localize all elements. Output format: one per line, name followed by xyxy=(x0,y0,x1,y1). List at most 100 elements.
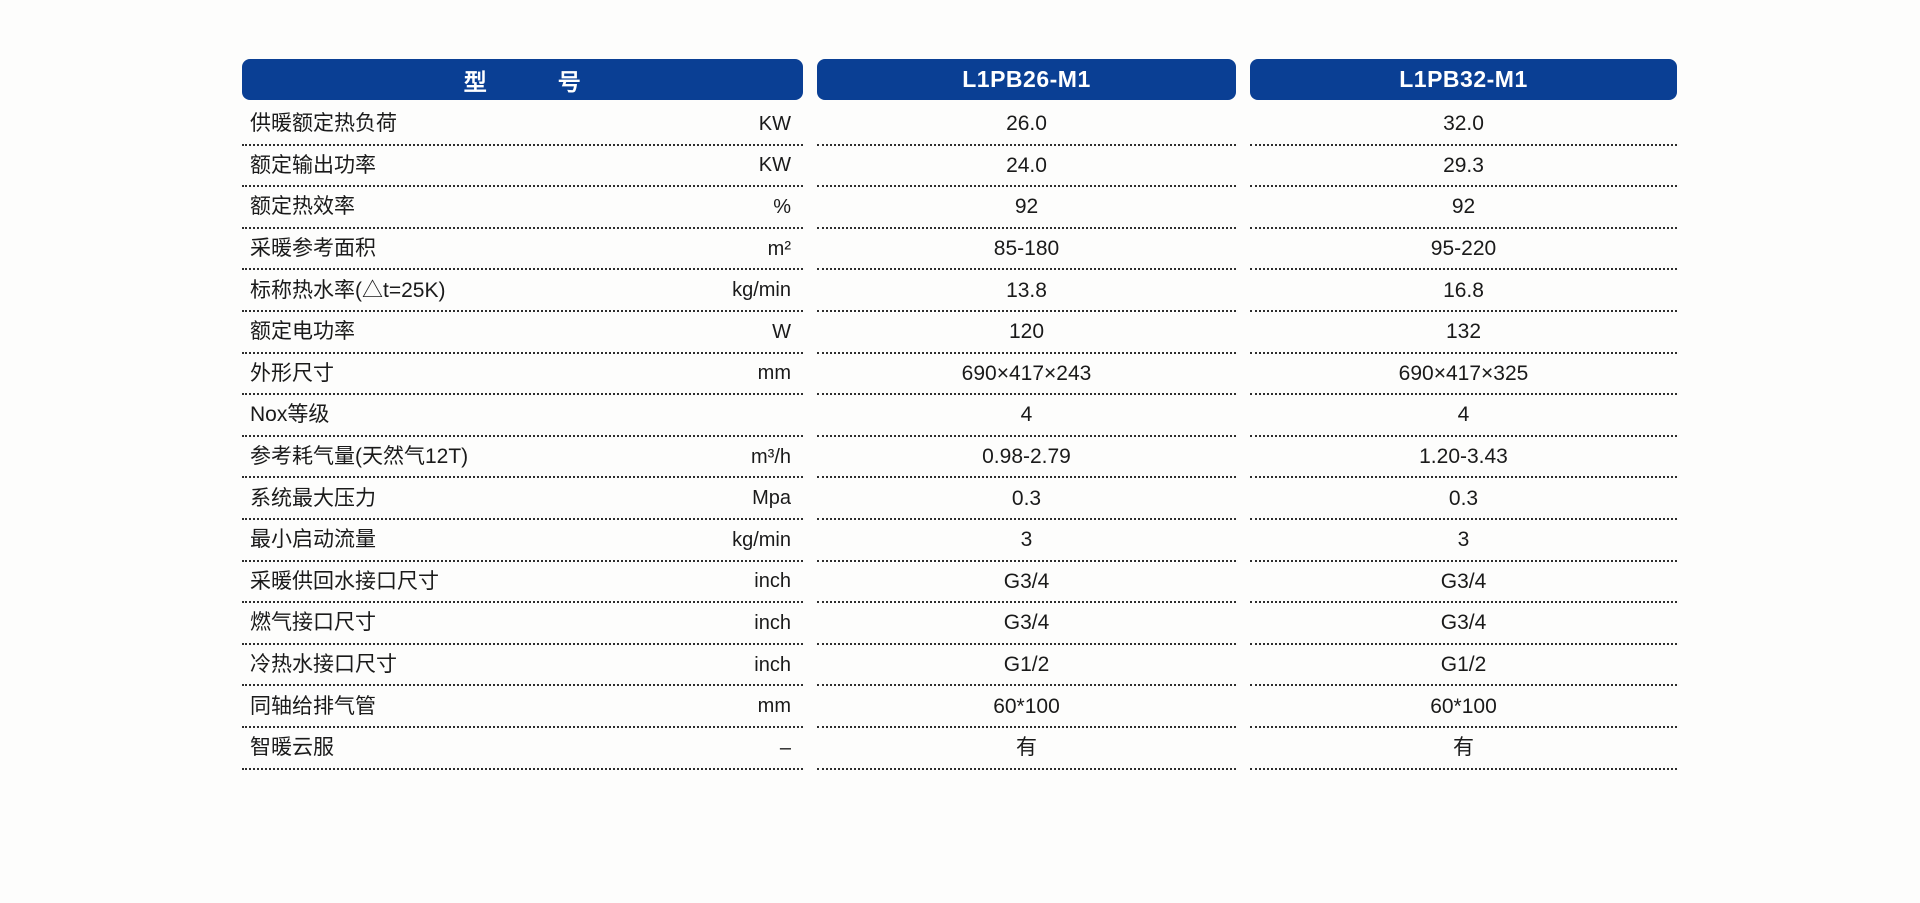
spec-label: 额定电功率 xyxy=(250,320,355,344)
spec-label-cell: 额定输出功率 KW xyxy=(242,146,803,188)
spec-value: 26.0 xyxy=(1006,112,1047,136)
spec-value-model1: 92 xyxy=(817,187,1236,229)
spec-label-cell: 冷热水接口尺寸 inch xyxy=(242,645,803,687)
spec-label-cell: 外形尺寸 mm xyxy=(242,354,803,396)
spec-value-model2: 0.3 xyxy=(1250,478,1677,520)
spec-label: 同轴给排气管 xyxy=(250,694,376,718)
spec-value-model1: 3 xyxy=(817,520,1236,562)
spec-value: 4 xyxy=(1020,403,1033,427)
spec-value: 有 xyxy=(1016,736,1037,760)
spec-label: 燃气接口尺寸 xyxy=(250,611,376,635)
spec-label: 系统最大压力 xyxy=(250,486,376,510)
spec-label-cell: 额定电功率 W xyxy=(242,312,803,354)
spec-label-cell: 参考耗气量(天然气12T) m³/h xyxy=(242,437,803,479)
spec-value: 1.20-3.43 xyxy=(1419,445,1508,469)
spec-label: 冷热水接口尺寸 xyxy=(250,653,397,677)
spec-value: 60*100 xyxy=(1430,694,1497,718)
spec-value-model2: 4 xyxy=(1250,395,1677,437)
column-header-pill-l1pb32: L1PB32-M1 xyxy=(1250,59,1677,100)
spec-label: 最小启动流量 xyxy=(250,528,376,552)
spec-label: 采暖供回水接口尺寸 xyxy=(250,569,439,593)
spec-value: 16.8 xyxy=(1443,278,1484,302)
spec-unit: kg/min xyxy=(732,279,791,302)
spec-value-model2: 132 xyxy=(1250,312,1677,354)
spec-value: 3 xyxy=(1457,528,1470,552)
spec-value: 3 xyxy=(1020,528,1033,552)
spec-unit: % xyxy=(773,195,791,218)
spec-value: 0.98-2.79 xyxy=(982,445,1071,469)
spec-label: 供暖额定热负荷 xyxy=(250,112,397,136)
spec-unit: kg/min xyxy=(732,528,791,551)
spec-label-cell: Nox等级 xyxy=(242,395,803,437)
spec-value-model1: 690×417×243 xyxy=(817,354,1236,396)
spec-value-model2: 有 xyxy=(1250,728,1677,770)
spec-value-model1: 4 xyxy=(817,395,1236,437)
spec-value: 120 xyxy=(1008,320,1045,344)
spec-unit: mm xyxy=(757,362,791,385)
spec-value: 92 xyxy=(1014,195,1039,219)
spec-unit: inch xyxy=(754,570,791,593)
spec-label: 标称热水率(△t=25K) xyxy=(250,278,446,302)
spec-value-model1: 13.8 xyxy=(817,270,1236,312)
spec-label-cell: 标称热水率(△t=25K) kg/min xyxy=(242,270,803,312)
spec-value: G3/4 xyxy=(1003,569,1050,593)
spec-value: 92 xyxy=(1451,195,1476,219)
spec-value-model1: G3/4 xyxy=(817,562,1236,604)
spec-unit: m² xyxy=(767,237,791,260)
spec-value: 有 xyxy=(1453,736,1474,760)
spec-value: 13.8 xyxy=(1006,278,1047,302)
column-header-pill-l1pb26: L1PB26-M1 xyxy=(817,59,1236,100)
spec-value: G1/2 xyxy=(1003,653,1050,677)
spec-value: 60*100 xyxy=(993,694,1060,718)
spec-label: 外形尺寸 xyxy=(250,361,334,385)
spec-value-model2: 16.8 xyxy=(1250,270,1677,312)
spec-value-model1: 24.0 xyxy=(817,146,1236,188)
spec-label-cell: 采暖供回水接口尺寸 inch xyxy=(242,562,803,604)
spec-unit: inch xyxy=(754,653,791,676)
spec-label-cell: 最小启动流量 kg/min xyxy=(242,520,803,562)
spec-unit: KW xyxy=(758,154,791,177)
spec-value: 690×417×243 xyxy=(961,361,1092,385)
spec-label-cell: 系统最大压力 Mpa xyxy=(242,478,803,520)
spec-label: 额定输出功率 xyxy=(250,153,376,177)
spec-value: 4 xyxy=(1457,403,1470,427)
spec-value: 0.3 xyxy=(1011,486,1042,510)
spec-label: 额定热效率 xyxy=(250,195,355,219)
spec-value-model2: 690×417×325 xyxy=(1250,354,1677,396)
model-header-pill: 型 号 xyxy=(242,59,803,100)
spec-value-model2: G3/4 xyxy=(1250,562,1677,604)
spec-value: 85-180 xyxy=(993,237,1060,261)
spec-unit: inch xyxy=(754,611,791,634)
spec-label-cell: 智暖云服 – xyxy=(242,728,803,770)
spec-table: 型 号 L1PB26-M1 L1PB32-M1 供暖额定热负荷 KW 26.0 … xyxy=(242,59,1677,770)
spec-value: G3/4 xyxy=(1440,611,1487,635)
spec-unit: – xyxy=(779,736,791,759)
spec-label: 智暖云服 xyxy=(250,736,334,760)
spec-value-model1: 0.98-2.79 xyxy=(817,437,1236,479)
spec-value: G3/4 xyxy=(1440,569,1487,593)
spec-value-model2: 1.20-3.43 xyxy=(1250,437,1677,479)
spec-value: 95-220 xyxy=(1430,237,1497,261)
spec-value: 0.3 xyxy=(1448,486,1479,510)
spec-value-model2: G3/4 xyxy=(1250,603,1677,645)
spec-label-cell: 采暖参考面积 m² xyxy=(242,229,803,271)
spec-value-model1: 60*100 xyxy=(817,686,1236,728)
spec-label: Nox等级 xyxy=(250,403,330,427)
header-row: 型 号 L1PB26-M1 L1PB32-M1 xyxy=(242,59,1677,100)
spec-value-model2: 92 xyxy=(1250,187,1677,229)
spec-value-model1: 120 xyxy=(817,312,1236,354)
spec-label: 采暖参考面积 xyxy=(250,237,376,261)
spec-unit: m³/h xyxy=(751,445,791,468)
spec-value-model2: 29.3 xyxy=(1250,146,1677,188)
spec-label-cell: 供暖额定热负荷 KW xyxy=(242,104,803,146)
spec-label-cell: 同轴给排气管 mm xyxy=(242,686,803,728)
spec-value: 32.0 xyxy=(1443,112,1484,136)
spec-value: G1/2 xyxy=(1440,653,1487,677)
spec-value: 132 xyxy=(1445,320,1482,344)
spec-value-model2: 3 xyxy=(1250,520,1677,562)
spec-value-model2: 32.0 xyxy=(1250,104,1677,146)
spec-label-cell: 燃气接口尺寸 inch xyxy=(242,603,803,645)
spec-value: 29.3 xyxy=(1443,153,1484,177)
spec-value-model2: 95-220 xyxy=(1250,229,1677,271)
spec-value: 24.0 xyxy=(1006,153,1047,177)
